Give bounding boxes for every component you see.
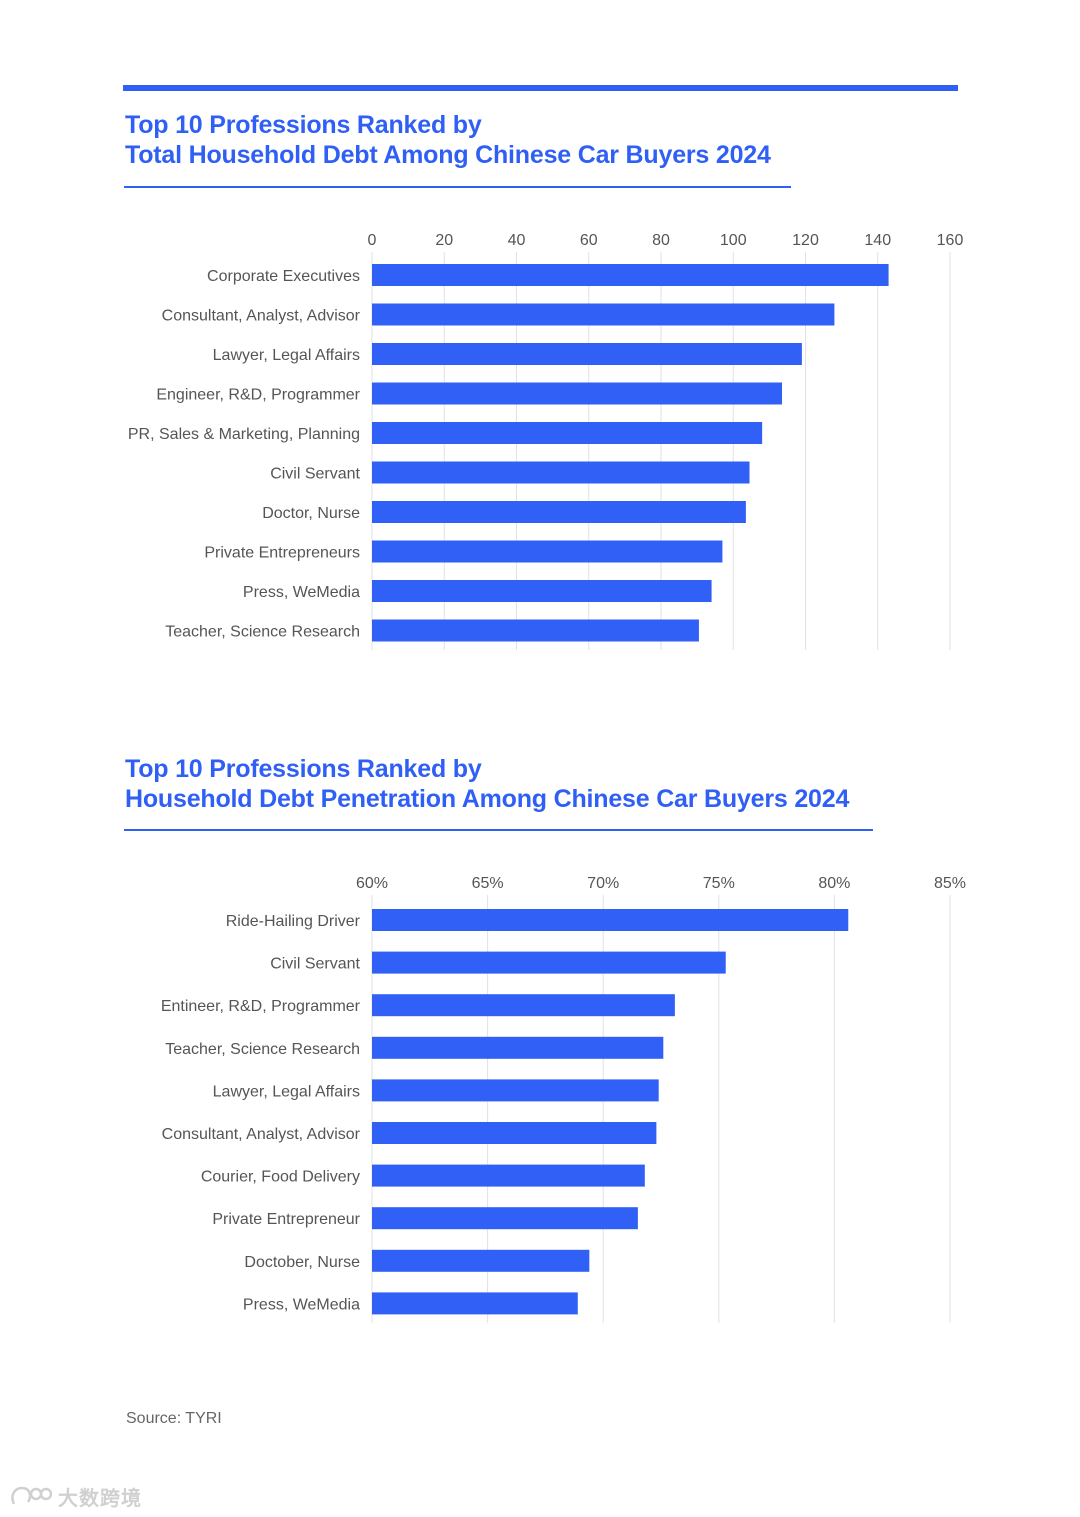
category-label: Entineer, R&D, Programmer (161, 998, 361, 1015)
bar (372, 1249, 590, 1272)
chart2-title-rule (124, 829, 873, 831)
category-label: Civil Servant (270, 956, 360, 973)
bar (372, 264, 889, 286)
category-label: Teacher, Science Research (165, 624, 360, 641)
category-label: Courier, Food Delivery (201, 1169, 360, 1186)
chart2-title: Top 10 Professions Ranked by Household D… (125, 754, 849, 814)
source-note: Source: TYRI (126, 1410, 222, 1427)
watermark-text: 大数跨境 (58, 1488, 142, 1510)
category-label: Doctor, Nurse (262, 505, 360, 522)
category-label: PR, Sales & Marketing, Planning (128, 426, 360, 443)
bar (372, 909, 849, 931)
chart1-title-line1: Top 10 Professions Ranked by (125, 111, 482, 139)
category-label: Doctober, Nurse (244, 1254, 360, 1271)
x-tick-label: 80% (818, 875, 850, 892)
x-tick-label: 120 (792, 232, 819, 249)
category-label: Lawyer, Legal Affairs (213, 347, 360, 364)
bar (372, 540, 723, 563)
category-label: Lawyer, Legal Affairs (213, 1083, 360, 1100)
x-tick-label: 60 (580, 232, 598, 249)
x-tick-label: 65% (472, 875, 504, 892)
bar (372, 303, 835, 326)
x-tick-label: 40 (508, 232, 526, 249)
chart1-title-rule (124, 186, 791, 188)
chart1-debt-total: 0 20 40 60 80 100 120 140 160 Corporate Executive… (128, 232, 964, 650)
x-tick-label: 80 (652, 232, 670, 249)
chart1-title-line2: Total Household Debt Among Chinese Car B… (125, 141, 771, 169)
x-tick-label: 85% (934, 875, 966, 892)
x-tick-label: 75% (703, 875, 735, 892)
bar (372, 1292, 578, 1315)
x-tick-label: 100 (720, 232, 747, 249)
x-tick-label: 140 (864, 232, 891, 249)
chart2-title-line1: Top 10 Professions Ranked by (125, 755, 482, 783)
bar (372, 994, 675, 1017)
watermark: 大数跨境 (8, 1482, 142, 1511)
chart2-title-line2: Household Debt Penetration Among Chinese… (125, 785, 850, 813)
bar (372, 1079, 659, 1102)
category-label: Press, WeMedia (243, 584, 360, 601)
category-label: Ride-Hailing Driver (226, 913, 361, 930)
bar (372, 1122, 657, 1144)
category-label: Civil Servant (270, 466, 360, 483)
category-label: Press, WeMedia (243, 1296, 360, 1313)
category-label: Teacher, Science Research (165, 1041, 360, 1058)
bar (372, 951, 726, 974)
bar (372, 1164, 645, 1187)
category-label: Consultant, Analyst, Advisor (162, 1126, 361, 1143)
bar (372, 422, 763, 444)
x-tick-label: 20 (435, 232, 453, 249)
x-tick-label: 70% (587, 875, 619, 892)
bar (372, 1036, 664, 1059)
category-label: Consultant, Analyst, Advisor (162, 308, 361, 325)
x-tick-label: 160 (937, 232, 964, 249)
bar (372, 619, 699, 642)
category-label: Corporate Executives (207, 268, 360, 285)
watermark-logo-icon (11, 1486, 52, 1505)
bar (372, 501, 746, 523)
chart1-title: Top 10 Professions Ranked by Total House… (125, 110, 771, 170)
top-accent-rule (123, 85, 958, 91)
chart2-debt-penetration: 60% 65% 70% 75% 80% 85% Ride-Hailing Driver Civ… (161, 875, 966, 1323)
category-label: Engineer, R&D, Programmer (156, 387, 360, 404)
x-tick-label: 60% (356, 875, 388, 892)
bar (372, 580, 712, 602)
category-label: Private Entrepreneur (212, 1211, 360, 1228)
bar (372, 343, 802, 365)
category-label: Private Entrepreneurs (204, 545, 360, 562)
x-tick-label: 0 (368, 232, 377, 249)
bar (372, 1207, 638, 1230)
bar (372, 382, 783, 405)
bar (372, 461, 750, 484)
